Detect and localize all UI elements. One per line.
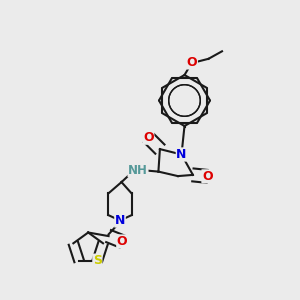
Text: N: N <box>176 148 187 161</box>
Text: NH: NH <box>128 164 148 177</box>
Text: S: S <box>93 254 102 267</box>
Text: N: N <box>115 214 125 227</box>
Text: O: O <box>187 56 197 69</box>
Text: O: O <box>202 170 213 183</box>
Text: O: O <box>143 131 154 144</box>
Text: O: O <box>117 235 128 248</box>
